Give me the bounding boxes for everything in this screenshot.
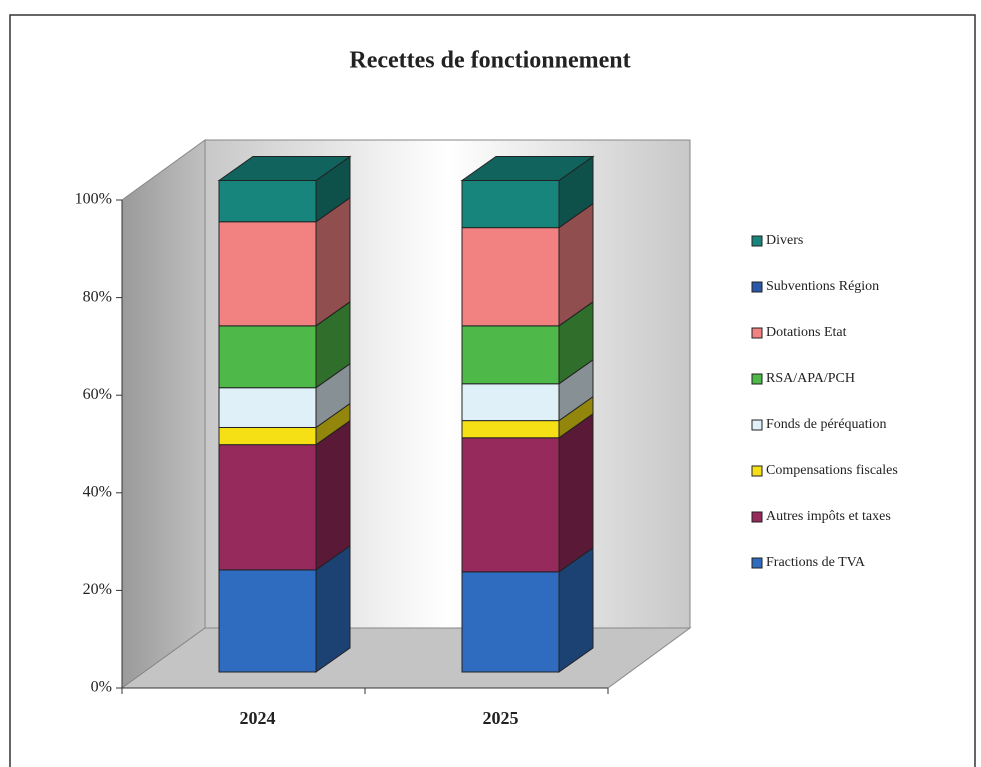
legend-swatch xyxy=(751,419,763,431)
y-tick-label: 60% xyxy=(83,386,112,403)
bar-segment xyxy=(218,221,317,327)
legend-label: Dotations Etat xyxy=(766,325,847,340)
legend-label: Divers xyxy=(766,233,803,248)
legend-swatch xyxy=(751,373,763,385)
legend-swatch xyxy=(751,235,763,247)
y-tick-label: 40% xyxy=(83,483,112,500)
bar-side xyxy=(558,412,594,573)
legend-swatch xyxy=(751,281,763,293)
bar-segment xyxy=(218,387,317,428)
y-tick-label: 20% xyxy=(83,581,112,598)
bar-top xyxy=(217,156,352,182)
y-tick-label: 100% xyxy=(75,191,112,208)
bar-segment xyxy=(461,571,560,673)
x-tick-label: 2024 xyxy=(240,708,276,728)
bar-segment xyxy=(461,437,560,573)
legend-label: Subventions Région xyxy=(766,279,879,294)
bar-segment xyxy=(461,420,560,439)
y-tick-label: 80% xyxy=(83,288,112,305)
legend-label: Fonds de péréquation xyxy=(766,417,887,432)
bar-segment xyxy=(461,227,560,327)
legend-swatch xyxy=(751,511,763,523)
bar-segment xyxy=(218,325,317,389)
chart-title: Recettes de fonctionnement xyxy=(349,48,630,74)
legend-label: Fractions de TVA xyxy=(766,555,866,570)
floor xyxy=(120,627,692,689)
bar-segment xyxy=(218,426,317,446)
legend-swatch xyxy=(751,327,763,339)
legend-label: Autres impôts et taxes xyxy=(766,509,891,524)
bar-segment xyxy=(218,569,317,673)
legend-swatch xyxy=(751,465,763,477)
legend-label: Compensations fiscales xyxy=(766,463,898,478)
bar-top xyxy=(460,156,595,182)
bar-segment xyxy=(218,444,317,571)
left-wall xyxy=(121,139,206,689)
bar-side xyxy=(315,419,351,571)
legend-swatch xyxy=(751,557,763,569)
x-tick-label: 2025 xyxy=(483,708,519,728)
legend-label: RSA/APA/PCH xyxy=(766,371,855,386)
bar-segment xyxy=(461,325,560,385)
bar-segment xyxy=(218,180,317,223)
y-tick-label: 0% xyxy=(91,679,112,696)
bar-segment xyxy=(461,383,560,422)
bar-segment xyxy=(461,180,560,229)
